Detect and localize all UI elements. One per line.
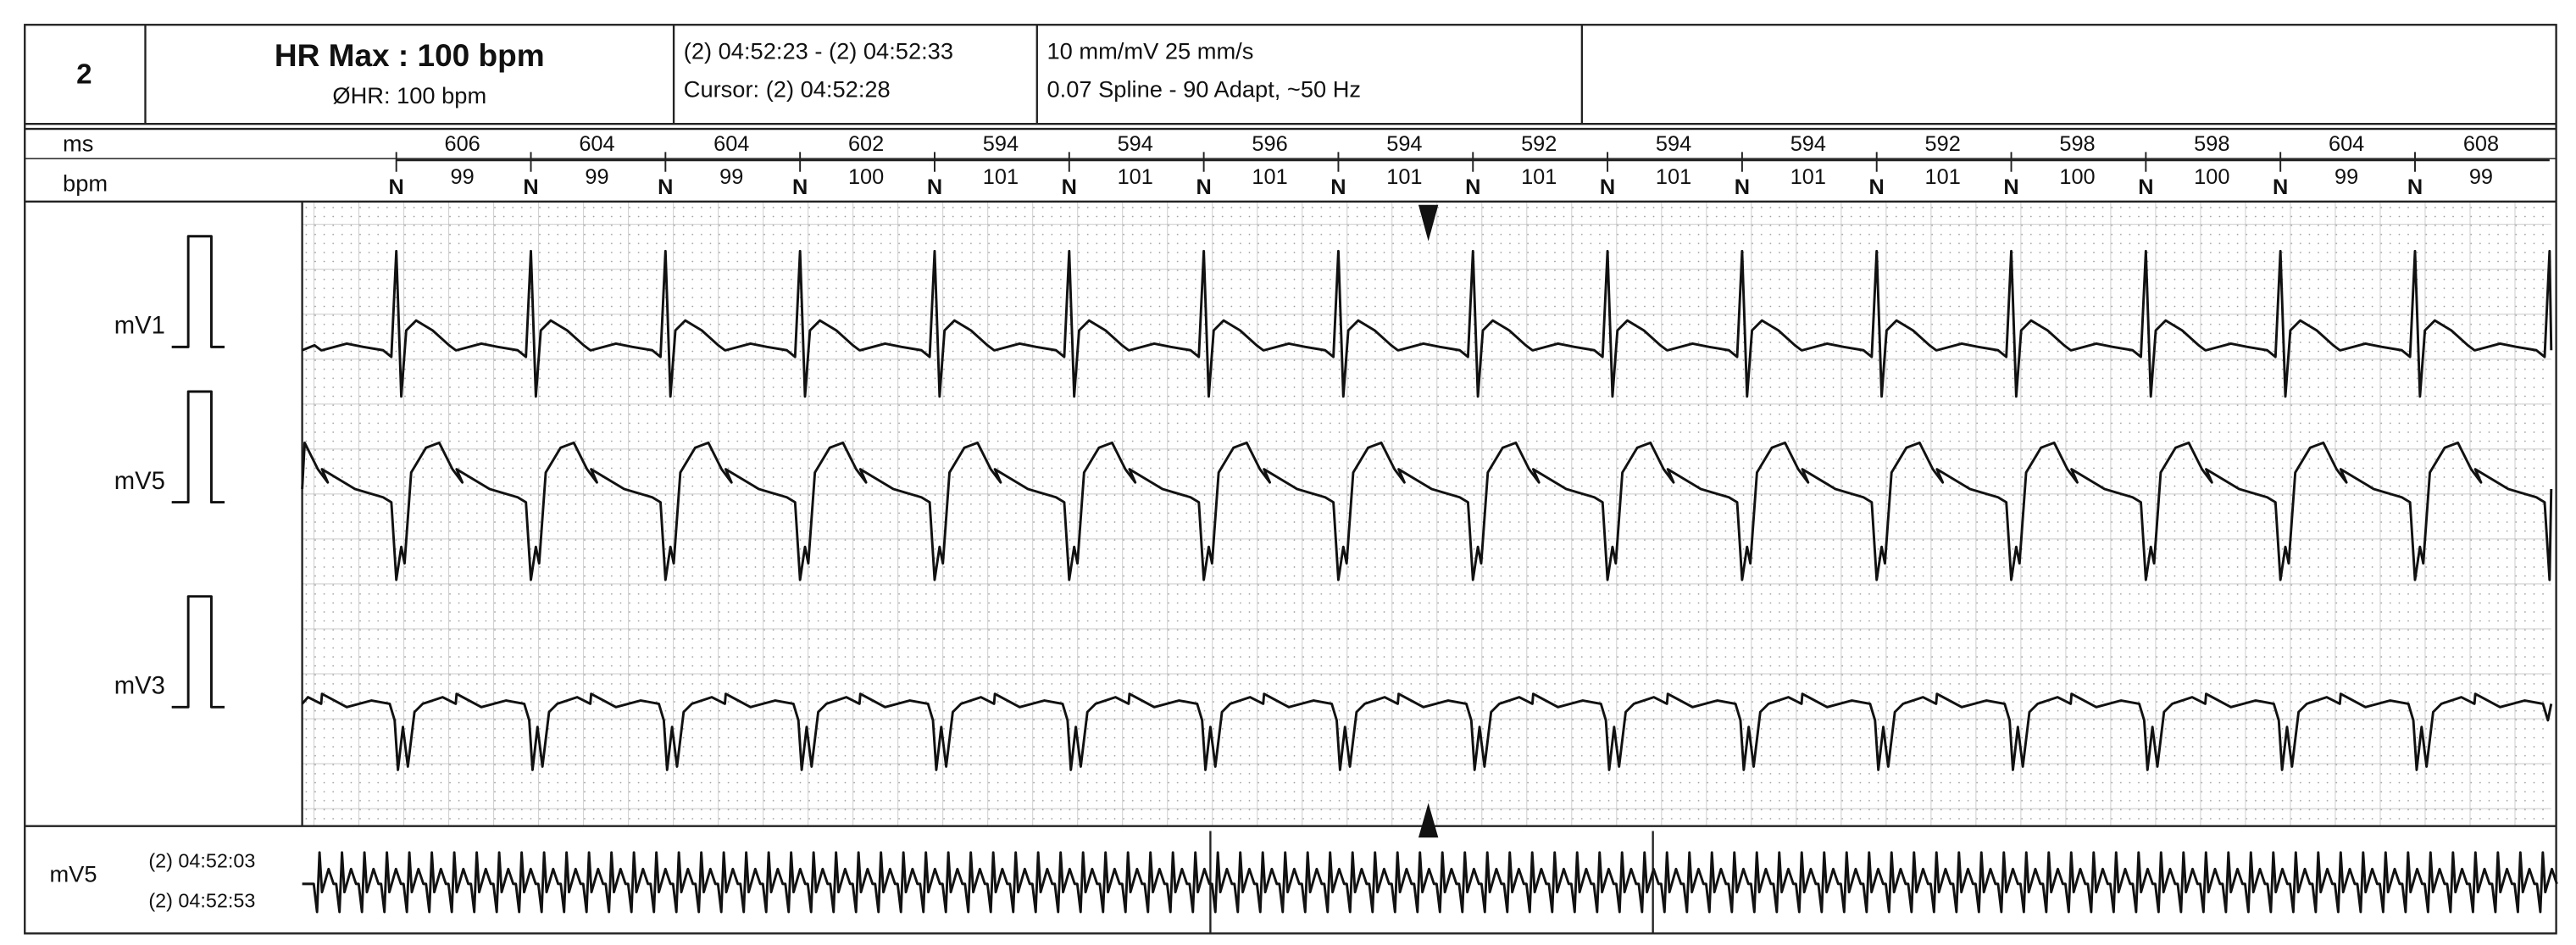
title: HR Max : 100 bpm: [275, 37, 545, 73]
beat-type: N: [1869, 175, 1885, 199]
beat-type: N: [927, 175, 942, 199]
bpm-value: 99: [451, 165, 475, 189]
rhythm-start: (2) 04:52:03: [148, 850, 255, 872]
ms-value: 608: [2463, 132, 2499, 156]
ms-value: 604: [2329, 132, 2364, 156]
bpm-value: 101: [1790, 165, 1826, 189]
table-lines: [25, 25, 2557, 827]
rhythm-end: (2) 04:52:53: [148, 889, 255, 911]
filter: 0.07 Spline - 90 Adapt, ~50 Hz: [1046, 75, 1361, 102]
beat-type: N: [1735, 175, 1750, 199]
ms-value: 594: [1118, 132, 1153, 156]
ecg-trace: [302, 249, 2553, 398]
ecg-trace: [301, 692, 2553, 771]
ms-value: 606: [445, 132, 480, 156]
ms-value: 594: [983, 132, 1019, 156]
bpm-value: 101: [1521, 165, 1557, 189]
beat-type: N: [658, 175, 673, 199]
bpm-value: 100: [2059, 165, 2095, 189]
bpm-value: 99: [2469, 165, 2493, 189]
bpm-value: 101: [1925, 165, 1961, 189]
page-number: 2: [76, 58, 92, 90]
window-marks: [1209, 831, 1654, 934]
beat-type: N: [2138, 175, 2153, 199]
beat-type: N: [792, 175, 808, 199]
beat-type: N: [389, 175, 404, 199]
bpm-value: 99: [585, 165, 608, 189]
ms-value: 592: [1925, 132, 1961, 156]
beat-type: N: [1330, 175, 1346, 199]
cursor: Cursor: (2) 04:52:28: [684, 75, 891, 102]
calibration-pulse: [171, 390, 225, 504]
beat-type: N: [2003, 175, 2018, 199]
ms-value: 594: [1386, 132, 1422, 156]
bpm-value: 101: [1118, 165, 1153, 189]
bpm-value: 101: [983, 165, 1019, 189]
grid-lines: [302, 201, 2551, 826]
beat-type: N: [1062, 175, 1077, 199]
ms-value: 594: [1656, 132, 1691, 156]
ms-value: 598: [2194, 132, 2229, 156]
ms-value: 592: [1521, 132, 1557, 156]
lead-label: mV3: [114, 673, 165, 700]
frame: [24, 24, 2557, 935]
range: (2) 04:52:23 - (2) 04:52:33: [684, 38, 953, 64]
ms-value: 596: [1252, 132, 1287, 156]
avg-hr: ØHR: 100 bpm: [332, 82, 486, 108]
bpm-value: 99: [719, 165, 743, 189]
bpm-value: 99: [2334, 165, 2358, 189]
bpm-value: 101: [1386, 165, 1422, 189]
bpm-label: bpm: [63, 170, 108, 197]
calibration-pulse: [171, 235, 225, 348]
ms-label: ms: [63, 131, 93, 157]
ms-value: 604: [713, 132, 749, 156]
lead-label: mV1: [114, 313, 165, 340]
bpm-value: 100: [2194, 165, 2229, 189]
beat-type: N: [1196, 175, 1211, 199]
bpm-value: 100: [848, 165, 884, 189]
ms-value: 602: [848, 132, 884, 156]
gain: 10 mm/mV 25 mm/s: [1046, 38, 1253, 64]
rhythm-lead: mV5: [49, 860, 97, 887]
ms-value: 604: [579, 132, 614, 156]
beat-type: N: [1600, 175, 1615, 199]
rhythm-trace: [302, 851, 2558, 914]
beat-type: N: [2407, 175, 2423, 199]
ms-value: 598: [2059, 132, 2095, 156]
lead-label: mV5: [114, 468, 165, 495]
bpm-value: 101: [1656, 165, 1691, 189]
beat-type: N: [2273, 175, 2288, 199]
ecg-trace: [301, 441, 2553, 581]
beat-type: N: [523, 175, 538, 199]
ms-value: 594: [1790, 132, 1826, 156]
beat-type: N: [1465, 175, 1480, 199]
bpm-value: 101: [1252, 165, 1287, 189]
calibration-pulse: [171, 595, 225, 709]
